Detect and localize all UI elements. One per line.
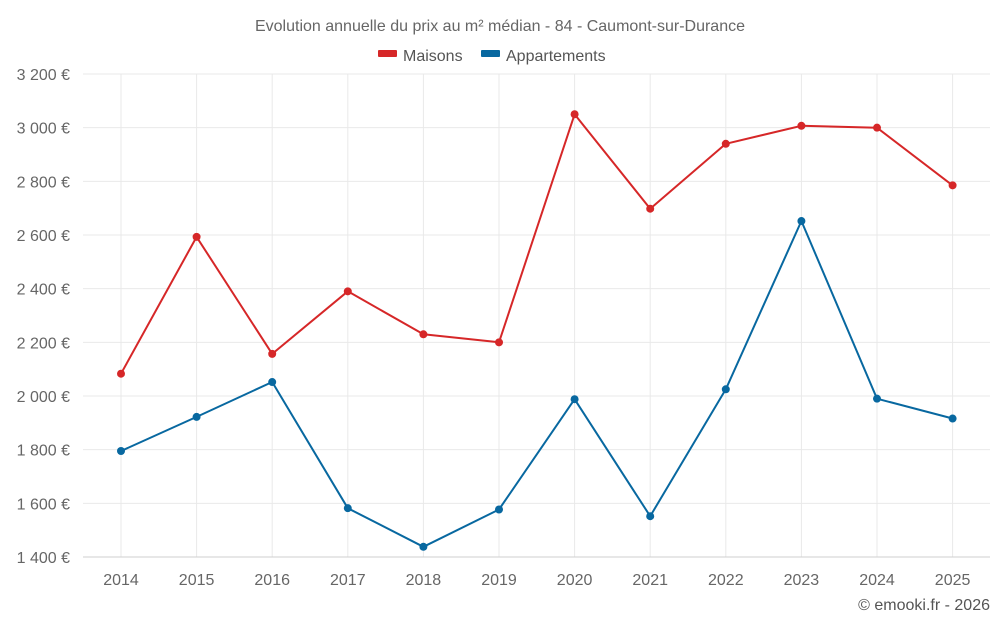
data-point-maisons[interactable]	[873, 123, 881, 132]
data-point-maisons[interactable]	[797, 121, 806, 130]
data-point-maisons[interactable]	[721, 139, 730, 148]
x-tick-label: 2017	[330, 572, 366, 589]
data-point-maisons[interactable]	[646, 204, 655, 213]
data-point-appartements[interactable]	[419, 542, 428, 551]
y-tick-label: 2 400 €	[17, 282, 70, 299]
y-tick-label: 2 000 €	[17, 389, 70, 406]
x-tick-label: 2018	[406, 572, 442, 589]
x-tick-label: 2015	[179, 572, 215, 589]
x-tick-label: 2020	[557, 572, 593, 589]
y-tick-label: 1 800 €	[17, 443, 70, 460]
chart-title: Evolution annuelle du prix au m² médian …	[255, 18, 745, 35]
x-tick-label: 2019	[481, 572, 517, 589]
data-point-maisons[interactable]	[268, 349, 277, 358]
y-tick-label: 3 000 €	[17, 121, 70, 138]
y-tick-label: 2 600 €	[17, 228, 70, 245]
x-tick-label: 2023	[784, 572, 820, 589]
series-maisons	[117, 110, 957, 378]
grid	[83, 73, 990, 558]
x-tick-label: 2024	[859, 572, 895, 589]
data-point-maisons[interactable]	[419, 330, 428, 339]
y-tick-label: 2 200 €	[17, 335, 70, 352]
x-axis: 2014 2015 2016 2017 2018 2019 2020 2021 2022 2023…	[83, 556, 990, 589]
data-point-maisons[interactable]	[192, 232, 201, 241]
legend-label-appartements: Appartements	[506, 48, 606, 65]
data-point-appartements[interactable]	[948, 414, 957, 423]
data-point-appartements[interactable]	[343, 504, 352, 513]
data-point-maisons[interactable]	[570, 110, 579, 119]
data-point-appartements[interactable]	[797, 217, 806, 226]
legend-swatch-appartements	[481, 50, 500, 57]
data-point-maisons[interactable]	[948, 181, 957, 190]
data-point-appartements[interactable]	[192, 412, 201, 421]
data-point-maisons[interactable]	[343, 287, 352, 296]
data-point-appartements[interactable]	[646, 512, 655, 521]
legend-swatch-maisons	[378, 50, 397, 57]
series-line-maisons	[120, 113, 954, 375]
x-tick-label: 2025	[935, 572, 971, 589]
series	[117, 110, 957, 551]
credit: © emooki.fr - 2026	[858, 597, 990, 614]
data-point-appartements[interactable]	[873, 394, 881, 403]
legend-label-maisons: Maisons	[403, 48, 463, 65]
data-point-maisons[interactable]	[495, 338, 503, 347]
series-appartements	[117, 217, 957, 551]
legend-item-maisons[interactable]: Maisons	[378, 48, 463, 65]
x-tick-label: 2022	[708, 572, 744, 589]
data-point-appartements[interactable]	[721, 385, 730, 394]
y-tick-label: 1 600 €	[17, 496, 70, 513]
x-tick-label: 2021	[632, 572, 668, 589]
y-tick-label: 2 800 €	[17, 174, 70, 191]
data-point-appartements[interactable]	[268, 378, 277, 387]
y-axis: 1 400 € 1 600 € 1 800 € 2 000 € 2 200 € 2 400…	[17, 67, 70, 567]
data-point-appartements[interactable]	[117, 447, 125, 456]
x-tick-label: 2016	[254, 572, 290, 589]
series-line-appartements	[120, 220, 953, 548]
y-tick-label: 3 200 €	[17, 67, 70, 84]
y-tick-label: 1 400 €	[17, 550, 70, 567]
data-point-appartements[interactable]	[570, 395, 579, 404]
data-point-maisons[interactable]	[117, 369, 125, 378]
legend-item-appartements[interactable]: Appartements	[481, 48, 606, 65]
x-tick-label: 2014	[103, 572, 139, 589]
data-point-appartements[interactable]	[495, 505, 503, 514]
legend: Maisons Appartements	[378, 48, 606, 65]
